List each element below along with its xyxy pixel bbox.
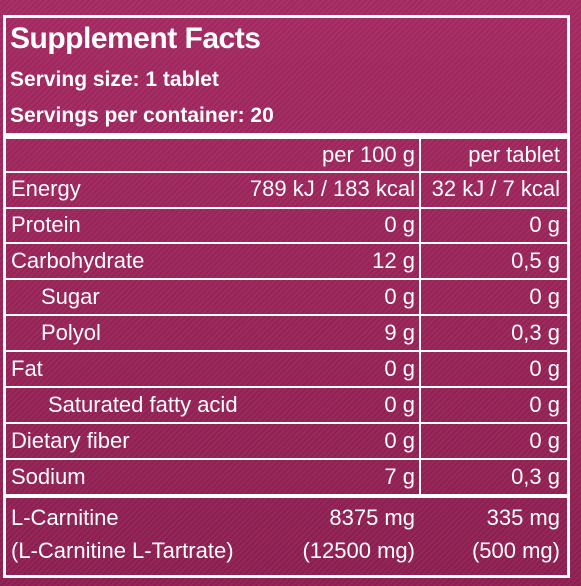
- panel-title: Supplement Facts: [10, 22, 261, 55]
- table-row: Fat 0 g 0 g: [3, 358, 570, 384]
- row-pertablet: 0,5 g: [511, 248, 560, 273]
- carnitine-label: L-Carnitine: [11, 505, 119, 530]
- row-per100: 0 g: [384, 392, 415, 417]
- row-pertablet: 0 g: [529, 356, 560, 381]
- table-row: Saturated fatty acid 0 g 0 g: [3, 394, 570, 420]
- carnitine-tartrate-per100: (12500 mg): [302, 538, 415, 563]
- row-label: Dietary fiber: [11, 428, 130, 453]
- row-divider: [3, 242, 570, 244]
- row-pertablet: 0 g: [529, 284, 560, 309]
- table-row: Energy 789 kJ / 183 kcal 32 kJ / 7 kcal: [3, 178, 570, 204]
- carnitine-per100: 8375 mg: [329, 505, 415, 530]
- row-divider: [3, 278, 570, 280]
- row-per100: 7 g: [384, 464, 415, 489]
- carnitine-tartrate-label: (L-Carnitine L-Tartrate): [11, 538, 234, 563]
- row-pertablet: 0 g: [529, 392, 560, 417]
- col-per100-header: per 100 g: [322, 142, 415, 167]
- table-row: Dietary fiber 0 g 0 g: [3, 430, 570, 456]
- row-per100: 789 kJ / 183 kcal: [249, 176, 415, 201]
- facts-border: [3, 15, 570, 578]
- row-label: Polyol: [41, 320, 101, 345]
- row-per100: 9 g: [384, 320, 415, 345]
- table-row: Protein 0 g 0 g: [3, 214, 570, 240]
- col-pertablet-header: per tablet: [468, 142, 560, 167]
- row-label: Saturated fatty acid: [48, 392, 238, 417]
- carnitine-tartrate-pertablet: (500 mg): [471, 538, 560, 563]
- carnitine-tartrate-row: (L-Carnitine L-Tartrate) (12500 mg) (500…: [3, 540, 570, 566]
- row-divider: [3, 422, 570, 424]
- row-per100: 0 g: [384, 284, 415, 309]
- carnitine-row: L-Carnitine 8375 mg 335 mg: [3, 507, 570, 533]
- row-divider: [3, 458, 570, 460]
- serving-size: Serving size: 1 tablet: [10, 68, 219, 91]
- row-per100: 0 g: [384, 212, 415, 237]
- row-divider: [3, 350, 570, 352]
- row-pertablet: 32 kJ / 7 kcal: [431, 176, 560, 201]
- table-row: Polyol 9 g 0,3 g: [3, 322, 570, 348]
- row-divider: [3, 207, 570, 209]
- row-divider: [3, 171, 570, 173]
- row-pertablet: 0,3 g: [511, 320, 560, 345]
- section-divider: [3, 494, 570, 498]
- row-label: Carbohydrate: [11, 248, 145, 273]
- row-label: Sugar: [41, 284, 100, 309]
- header-divider: [3, 133, 570, 139]
- table-row: Sugar 0 g 0 g: [3, 286, 570, 312]
- row-per100: 0 g: [384, 428, 415, 453]
- row-pertablet: 0,3 g: [511, 464, 560, 489]
- table-row: Sodium 7 g 0,3 g: [3, 466, 570, 492]
- column-header-row: per 100 g per tablet: [3, 144, 570, 170]
- row-label: Protein: [11, 212, 81, 237]
- row-divider: [3, 386, 570, 388]
- row-per100: 12 g: [372, 248, 415, 273]
- row-pertablet: 0 g: [529, 212, 560, 237]
- table-row: Carbohydrate 12 g 0,5 g: [3, 250, 570, 276]
- row-label: Fat: [11, 356, 43, 381]
- row-pertablet: 0 g: [529, 428, 560, 453]
- row-divider: [3, 314, 570, 316]
- servings-per-container: Servings per container: 20: [10, 104, 274, 127]
- column-divider: [419, 139, 421, 494]
- row-label: Sodium: [11, 464, 86, 489]
- carnitine-pertablet: 335 mg: [486, 505, 560, 530]
- row-label: Energy: [11, 176, 81, 201]
- row-per100: 0 g: [384, 356, 415, 381]
